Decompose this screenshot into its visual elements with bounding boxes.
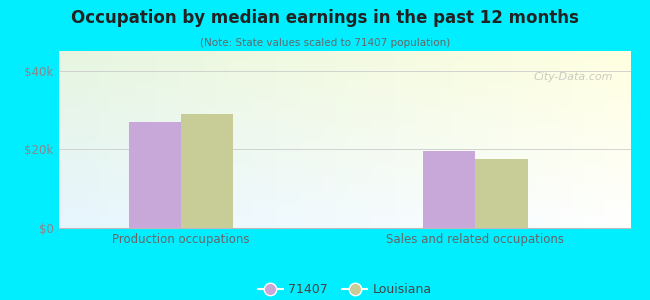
Legend: 71407, Louisiana: 71407, Louisiana [253,278,436,300]
Text: City-Data.com: City-Data.com [534,72,614,82]
Text: Occupation by median earnings in the past 12 months: Occupation by median earnings in the pas… [71,9,579,27]
Text: (Note: State values scaled to 71407 population): (Note: State values scaled to 71407 popu… [200,38,450,47]
Bar [129,122,181,228]
Bar [423,151,475,228]
Bar [475,159,528,228]
Bar [181,114,233,228]
